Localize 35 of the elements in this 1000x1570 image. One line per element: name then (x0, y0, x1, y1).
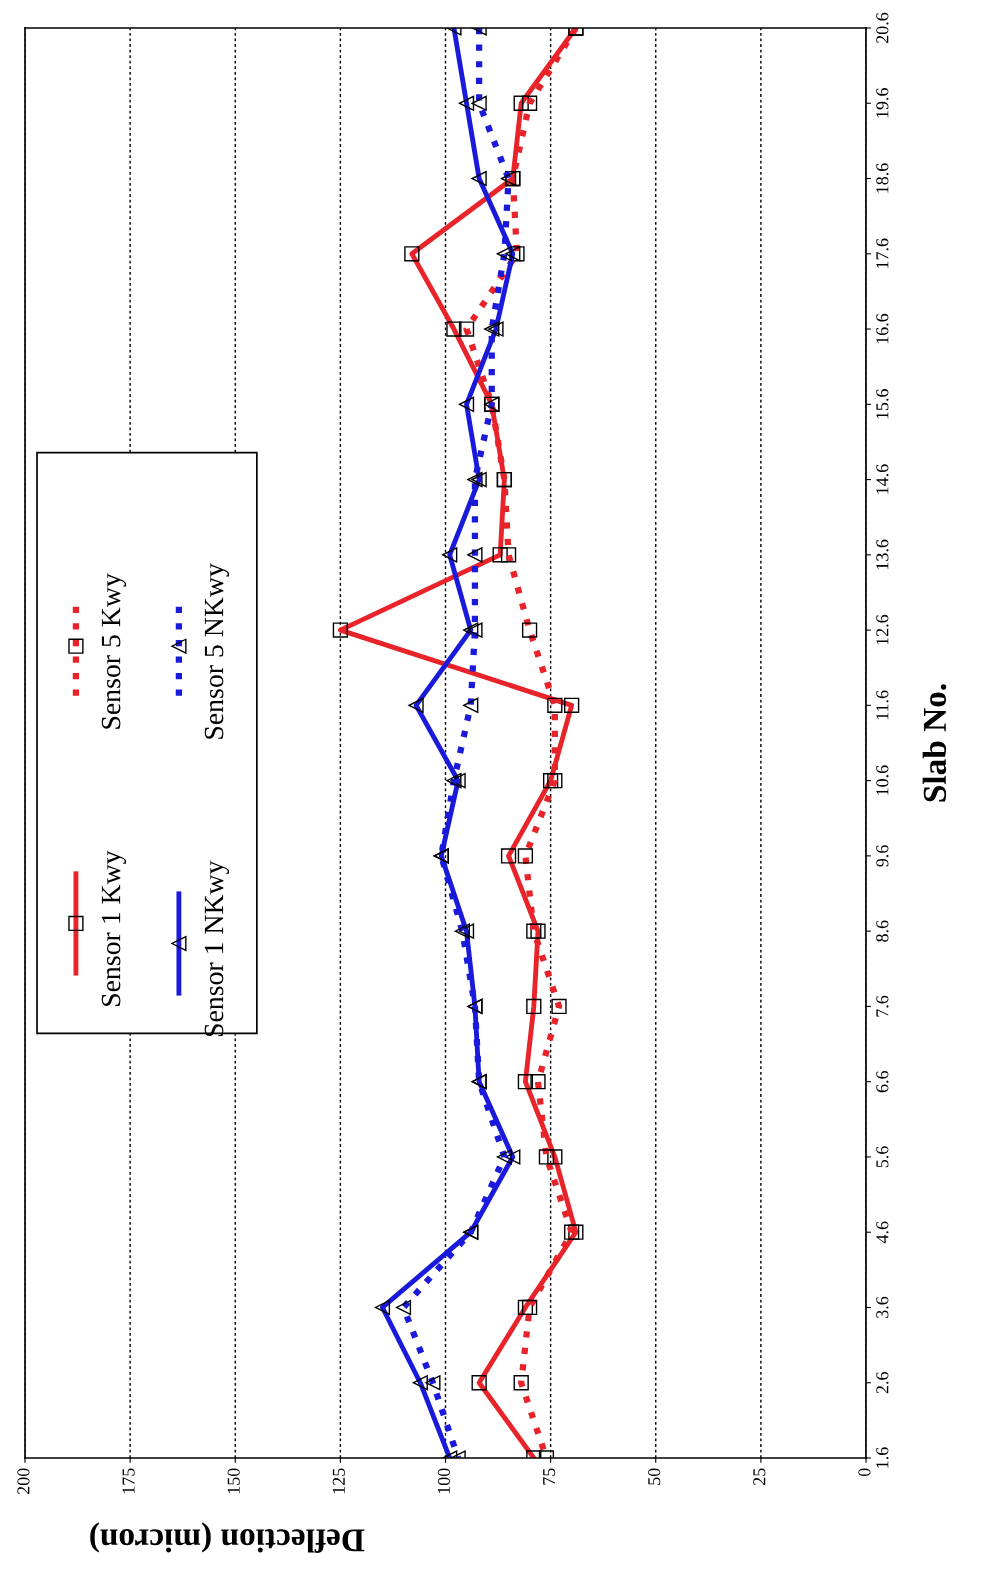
legend-label: Sensor 1 NKwy (204, 860, 230, 1037)
x-tick-label: 200 (17, 1468, 30, 1495)
y-tick-label: 16.6 (876, 313, 889, 344)
y-tick-label: 11.6 (876, 690, 889, 720)
y-tick-label: 1.6 (876, 1447, 889, 1468)
x-axis-title: Deflection (micron) (90, 1522, 365, 1553)
x-tick-label: 0 (858, 1468, 871, 1477)
y-tick-label: 4.6 (876, 1221, 889, 1244)
x-tick-label: 50 (648, 1468, 661, 1485)
x-tick-label: 100 (437, 1468, 451, 1494)
x-tick-label: 175 (122, 1468, 135, 1494)
y-tick-label: 14.6 (876, 464, 889, 494)
y-tick-label: 7.6 (876, 995, 889, 1017)
y-tick-label: 15.6 (876, 389, 889, 419)
x-tick-label: 150 (227, 1468, 240, 1494)
y-tick-label: 17.6 (876, 238, 889, 268)
x-tick-label: 125 (332, 1468, 345, 1494)
legend-label: Sensor 1 Kwy (101, 850, 127, 1006)
y-tick-label: 20.6 (876, 12, 889, 44)
legend-label: Sensor 5 NKwy (204, 563, 230, 739)
y-tick-label: 19.6 (876, 88, 889, 118)
y-tick-label: 2.6 (876, 1371, 889, 1394)
x-tick-label: 25 (753, 1468, 766, 1485)
y-tick-label: 8.6 (876, 920, 889, 942)
y-tick-label: 12.6 (876, 614, 889, 645)
x-tick-label: 75 (543, 1468, 556, 1485)
y-tick-label: 3.6 (876, 1296, 889, 1318)
y-tick-label: 5.6 (876, 1146, 889, 1168)
legend-label: Sensor 5 Kwy (101, 573, 127, 729)
y-tick-label: 18.6 (876, 163, 889, 193)
y-tick-label: 10.6 (876, 765, 889, 795)
y-tick-label: 13.6 (876, 539, 889, 570)
y-axis-title: Slab No. (922, 684, 947, 802)
y-tick-label: 6.6 (876, 1070, 889, 1093)
y-tick-label: 9.6 (876, 845, 889, 867)
